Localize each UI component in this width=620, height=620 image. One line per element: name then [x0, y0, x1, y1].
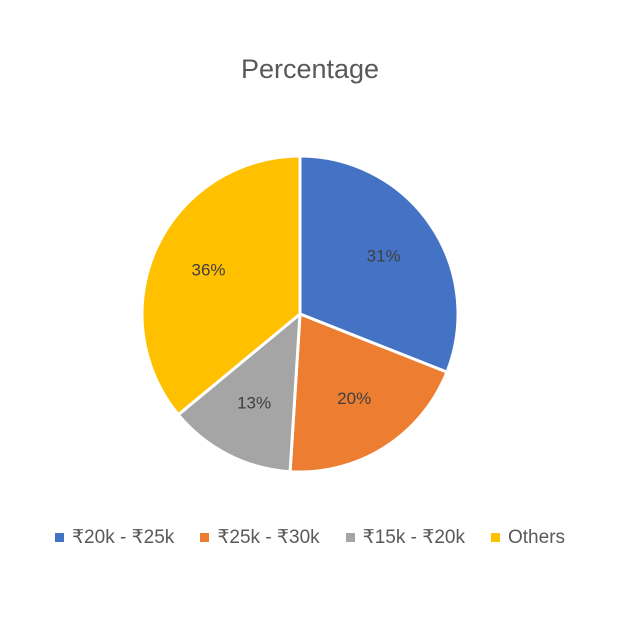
legend-item: ₹15k - ₹20k: [345, 526, 465, 549]
legend-label: ₹15k - ₹20k: [362, 527, 465, 548]
chart-title: Percentage: [240, 54, 380, 84]
legend-item: ₹25k - ₹30k: [200, 526, 320, 549]
legend-swatch: [54, 533, 64, 542]
legend-label: ₹20k - ₹25k: [71, 527, 175, 548]
legend-swatch: [345, 533, 355, 542]
legend-label: Others: [508, 526, 566, 548]
legend-swatch: [491, 533, 500, 542]
legend-item: ₹20k - ₹25k: [54, 526, 175, 549]
pie-slice: [298, 154, 460, 374]
data-label: 36%: [191, 260, 225, 279]
data-label: 20%: [337, 389, 371, 408]
data-label: 31%: [367, 247, 401, 266]
data-label: 13%: [237, 394, 271, 413]
pie-slice: [176, 312, 302, 474]
pie-slice: [288, 312, 449, 474]
legend-label: ₹25k - ₹30k: [217, 527, 320, 548]
chart-legend: ₹20k - ₹25k ₹25k - ₹30k ₹15k - ₹20k Others: [0, 526, 620, 549]
legend-swatch: [200, 533, 210, 542]
legend-item: Others: [491, 527, 565, 549]
pie-slice: [140, 154, 302, 417]
